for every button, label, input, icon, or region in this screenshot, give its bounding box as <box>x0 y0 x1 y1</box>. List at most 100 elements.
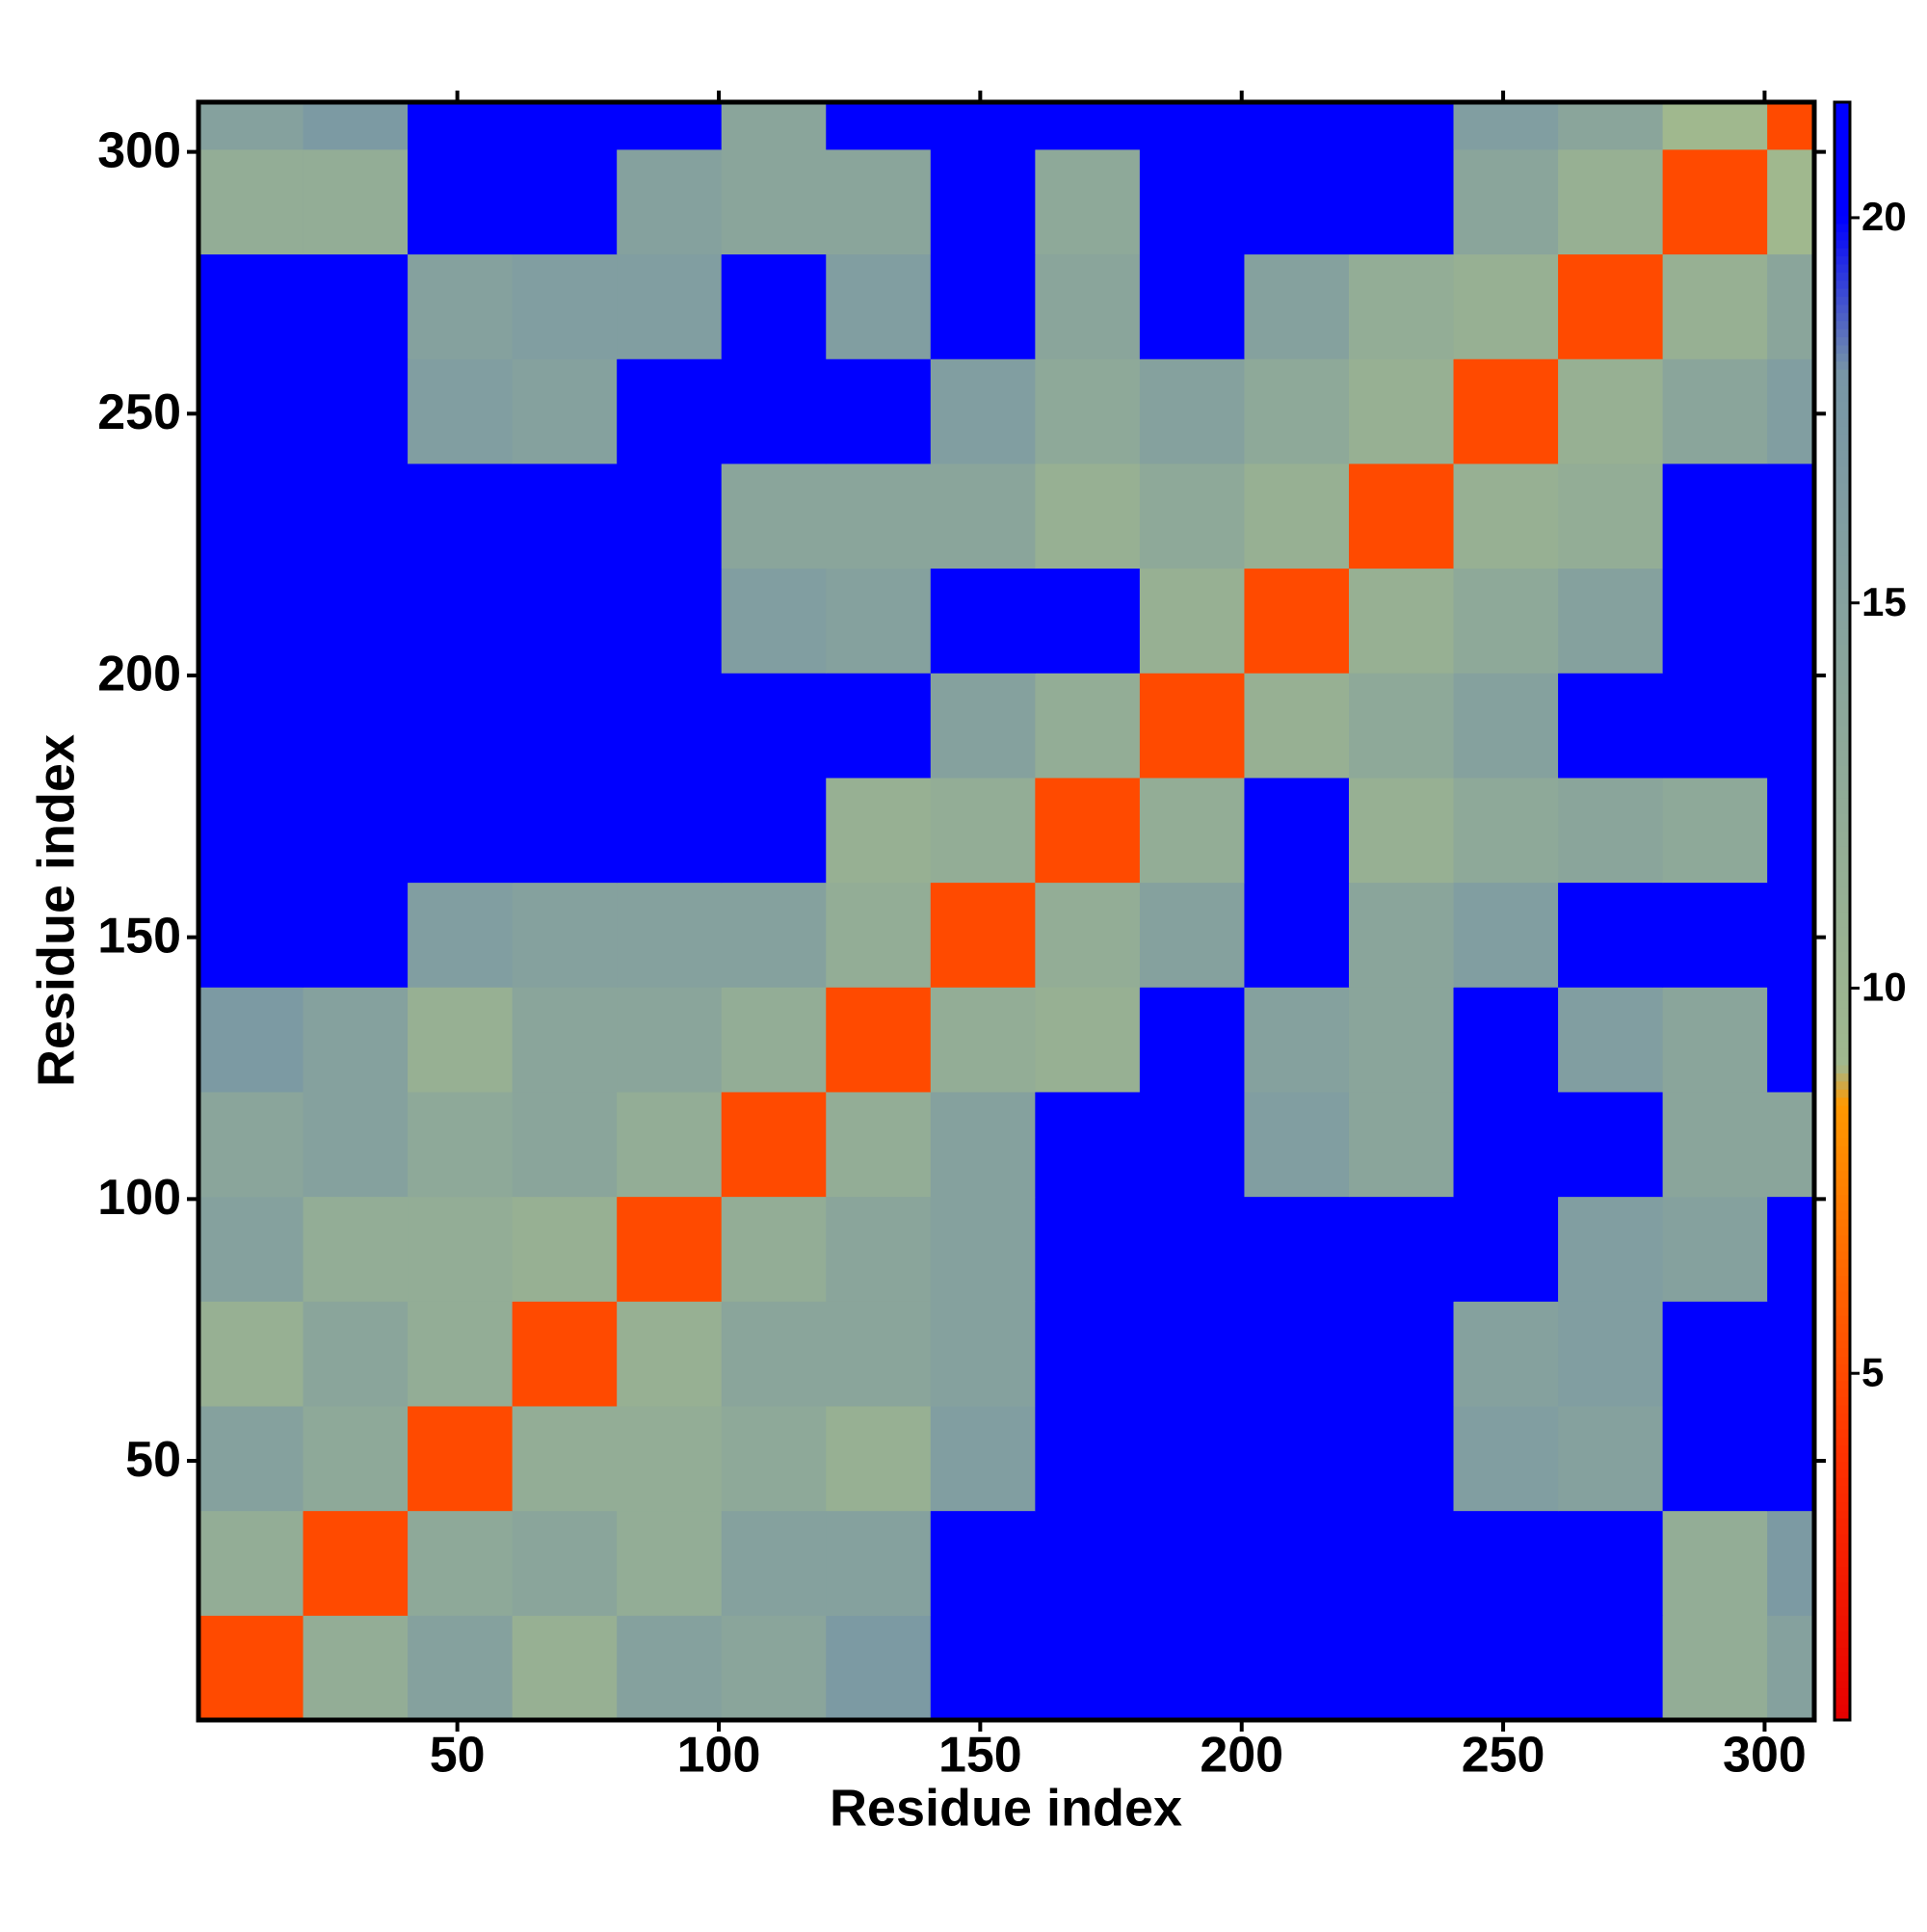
colorbar-segment <box>1835 530 1850 540</box>
colorbar-segment <box>1835 918 1850 928</box>
heatmap-cell <box>1139 987 1245 1093</box>
colorbar-segment <box>1835 870 1850 880</box>
heatmap-cell <box>1035 1091 1141 1198</box>
heatmap-cell <box>198 1510 304 1616</box>
colorbar-segment <box>1835 167 1850 176</box>
colorbar-segment <box>1835 1104 1850 1114</box>
colorbar-segment <box>1835 999 1850 1009</box>
heatmap-cell <box>1558 1196 1664 1302</box>
heatmap-cell <box>512 253 618 359</box>
colorbar-segment <box>1835 1437 1850 1446</box>
colorbar-segment <box>1835 846 1850 856</box>
heatmap-cell <box>303 987 409 1093</box>
heatmap-cell <box>1035 777 1141 884</box>
heatmap-cell <box>1767 1615 1815 1721</box>
colorbar-segment <box>1835 377 1850 386</box>
colorbar-segment <box>1835 1533 1850 1543</box>
colorbar-segment <box>1835 797 1850 807</box>
heatmap-cell <box>1244 1301 1350 1407</box>
heatmap-cell <box>1035 1615 1141 1721</box>
colorbar-segment <box>1835 263 1850 273</box>
heatmap-cell <box>1558 882 1664 988</box>
heatmap-cell <box>826 1196 932 1302</box>
colorbar-segment <box>1835 555 1850 565</box>
heatmap-cell <box>1453 358 1559 464</box>
colorbar-segment <box>1835 749 1850 758</box>
heatmap-cell <box>1453 777 1559 884</box>
colorbar-segment <box>1835 539 1850 548</box>
colorbar-segment <box>1835 1680 1850 1689</box>
heatmap-cell <box>1558 673 1664 779</box>
heatmap-cell <box>198 1615 304 1721</box>
colorbar-segment <box>1835 1048 1850 1058</box>
colorbar-segment <box>1835 1549 1850 1559</box>
heatmap-cell <box>1348 1301 1455 1407</box>
heatmap-cell <box>1348 1091 1455 1198</box>
heatmap-cell <box>1767 463 1815 569</box>
colorbar-segment <box>1835 732 1850 742</box>
colorbar-segment <box>1835 943 1850 953</box>
colorbar-segment <box>1835 1518 1850 1527</box>
heatmap-cell <box>198 777 304 884</box>
x-tick-label: 300 <box>1723 1728 1807 1784</box>
colorbar-segment <box>1835 279 1850 289</box>
colorbar-segment <box>1835 660 1850 670</box>
colorbar-segment <box>1835 992 1850 1001</box>
colorbar-tick-label: 5 <box>1861 1349 1884 1394</box>
heatmap-cell <box>1035 568 1141 674</box>
heatmap-cell <box>408 987 514 1093</box>
colorbar-tick-label: 10 <box>1861 965 1907 1010</box>
heatmap-cell <box>617 253 723 359</box>
heatmap-cell <box>617 987 723 1093</box>
heatmap-cell <box>1453 253 1559 359</box>
heatmap-cell <box>1348 148 1455 255</box>
colorbar-segment <box>1835 894 1850 904</box>
heatmap-cell <box>930 1196 1036 1302</box>
heatmap-cell <box>1139 253 1245 359</box>
colorbar-segment <box>1835 570 1850 580</box>
colorbar-segment <box>1835 1704 1850 1713</box>
colorbar-segment <box>1835 320 1850 330</box>
colorbar-segment <box>1835 255 1850 265</box>
heatmap-cell <box>1035 358 1141 464</box>
heatmap-cell <box>1662 1405 1768 1512</box>
heatmap-cell <box>198 987 304 1093</box>
heatmap-cell <box>198 882 304 988</box>
heatmap-cell <box>198 253 304 359</box>
colorbar-segment <box>1835 1420 1850 1430</box>
colorbar-segment <box>1835 1654 1850 1664</box>
heatmap-cell <box>826 882 932 988</box>
heatmap-cell <box>1139 1301 1245 1407</box>
colorbar-segment <box>1835 410 1850 419</box>
colorbar-segment <box>1835 1332 1850 1341</box>
heatmap-cell <box>1558 1510 1664 1616</box>
heatmap-cell <box>303 102 409 150</box>
heatmap-cell <box>1139 148 1245 255</box>
colorbar-segment <box>1835 1291 1850 1301</box>
heatmap-cell <box>198 568 304 674</box>
colorbar-segment <box>1835 344 1850 354</box>
heatmap-cell <box>1244 777 1350 884</box>
heatmap-cell <box>721 463 827 569</box>
heatmap-cell <box>1244 358 1350 464</box>
colorbar-segment <box>1835 142 1850 151</box>
heatmap-cell <box>826 102 932 150</box>
colorbar-segment <box>1835 1178 1850 1187</box>
colorbar-segment <box>1835 1032 1850 1042</box>
heatmap-cell <box>617 568 723 674</box>
heatmap-cell <box>303 1510 409 1616</box>
x-tick-label: 150 <box>938 1728 1022 1784</box>
colorbar-segment <box>1835 1623 1850 1632</box>
heatmap-cell <box>1767 987 1815 1093</box>
heatmap-cell <box>826 777 932 884</box>
x-tick-label: 250 <box>1462 1728 1545 1784</box>
heatmap-cell <box>198 148 304 255</box>
heatmap-cell <box>1348 102 1455 150</box>
heatmap-cell <box>721 1510 827 1616</box>
colorbar-segment <box>1835 1113 1850 1123</box>
heatmap-cell <box>1453 1091 1559 1198</box>
colorbar-segment <box>1835 1251 1850 1260</box>
heatmap-cell <box>1035 463 1141 569</box>
heatmap-cell <box>1139 102 1245 150</box>
colorbar-segment <box>1835 522 1850 532</box>
